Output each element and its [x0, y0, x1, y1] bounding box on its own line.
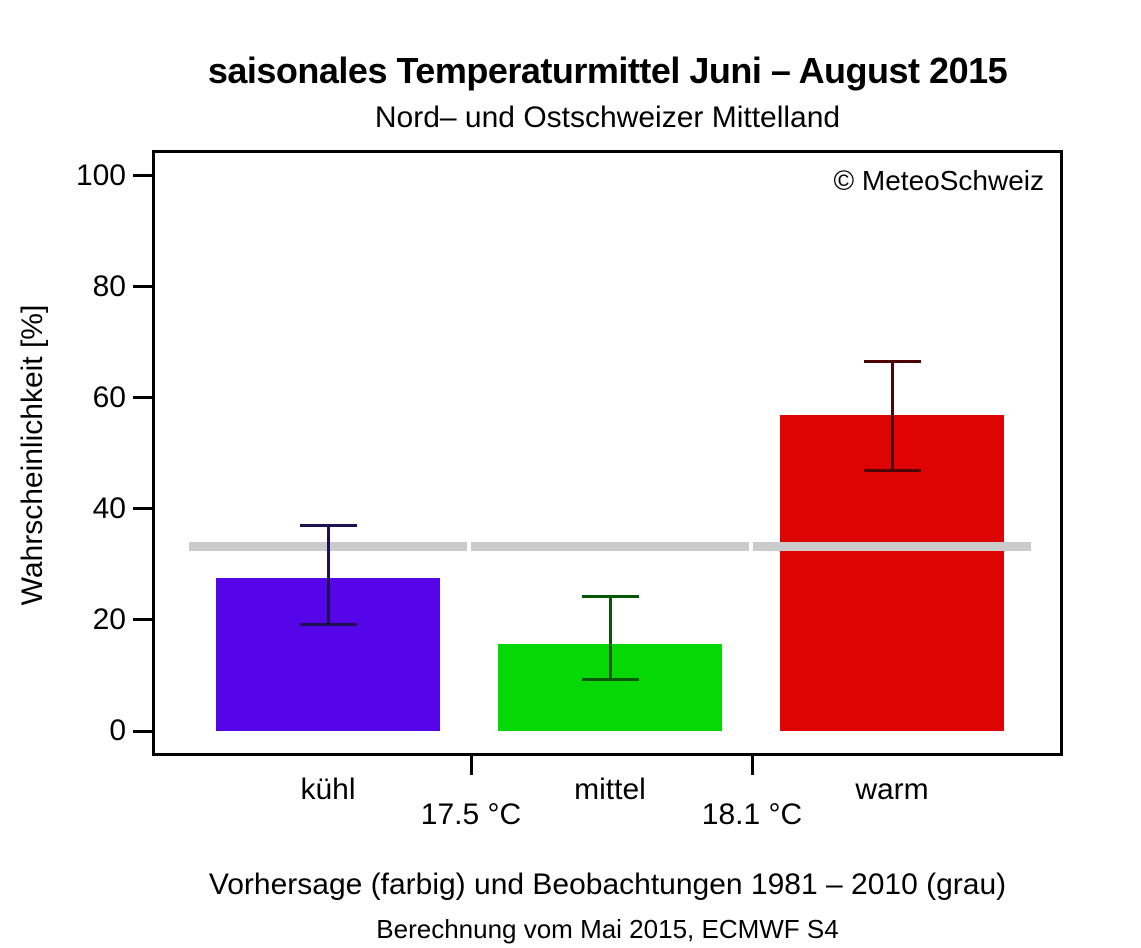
- error-bar-cap-low-warm: [863, 468, 921, 472]
- chart-title: saisonales Temperaturmittel Juni – Augus…: [207, 50, 1008, 91]
- climatology-reference-segment: [753, 541, 1031, 551]
- category-label-warm: warm: [855, 773, 929, 806]
- y-tick-label: 0: [109, 714, 126, 747]
- plot-area: © MeteoSchweiz: [152, 150, 1063, 756]
- climatology-reference-segment: [471, 541, 749, 551]
- error-bar-line-warm: [890, 361, 894, 471]
- x-tick-mark: [750, 756, 754, 775]
- y-tick-label: 100: [75, 158, 126, 192]
- y-tick-mark: [133, 396, 152, 400]
- y-tick-label: 80: [92, 269, 126, 303]
- y-tick-label: 40: [92, 491, 126, 525]
- error-bar-cap-high-kuehl: [299, 523, 357, 527]
- category-label-mittel: mittel: [574, 773, 646, 806]
- tercile-boundary-label: 17.5 °C: [420, 798, 522, 831]
- copyright-label: © MeteoSchweiz: [833, 165, 1045, 196]
- caption-line1: Vorhersage (farbig) und Beobachtungen 19…: [208, 868, 1007, 901]
- y-tick-mark: [133, 618, 152, 622]
- chart-subtitle: Nord– und Ostschweizer Mittelland: [374, 101, 841, 134]
- x-tick-mark: [469, 756, 473, 775]
- error-bar-cap-high-mittel: [581, 594, 639, 598]
- y-tick-mark: [133, 729, 152, 733]
- y-tick-mark: [133, 174, 152, 177]
- y-tick-label: 20: [92, 602, 126, 636]
- caption-line2: Berechnung vom Mai 2015, ECMWF S4: [376, 914, 839, 944]
- y-axis-label: Wahrscheinlichkeit [%]: [16, 304, 49, 606]
- error-bar-cap-low-mittel: [581, 678, 639, 682]
- error-bar-cap-high-warm: [863, 360, 921, 364]
- error-bar-cap-low-kuehl: [299, 622, 357, 626]
- error-bar-line-kuehl: [326, 525, 330, 625]
- error-bar-line-mittel: [608, 596, 612, 680]
- tercile-boundary-label: 18.1 °C: [701, 798, 803, 831]
- y-tick-mark: [133, 285, 152, 289]
- y-tick-label: 60: [92, 380, 126, 414]
- category-label-kuehl: kühl: [300, 773, 356, 806]
- y-tick-mark: [133, 507, 152, 511]
